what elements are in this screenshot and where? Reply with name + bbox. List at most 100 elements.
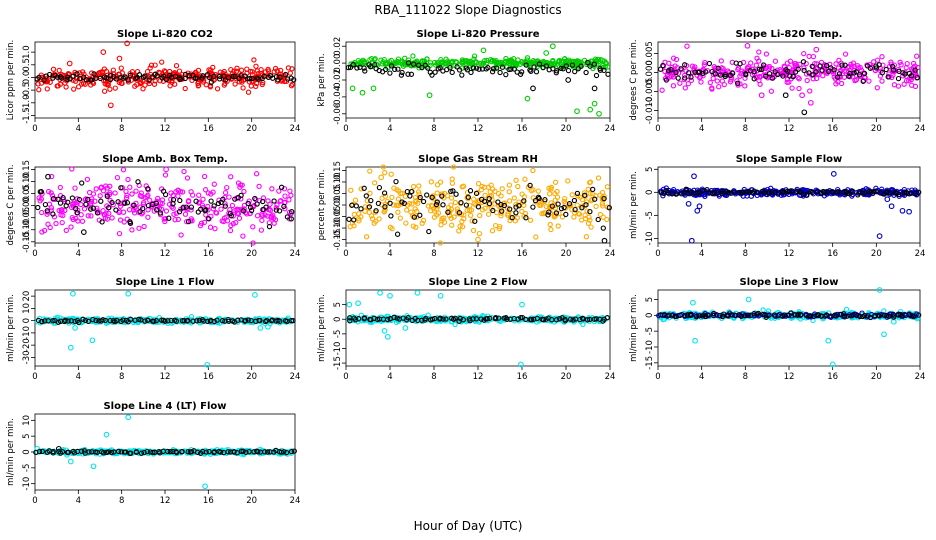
data-point	[523, 62, 529, 68]
data-point	[751, 68, 757, 75]
data-point	[769, 75, 776, 81]
series-1	[36, 166, 294, 246]
panel-8-title: Slope Line 2 Flow	[429, 277, 528, 288]
data-point	[405, 71, 411, 77]
x-tick-label: 12	[160, 124, 171, 134]
data-point	[405, 60, 412, 66]
data-point	[238, 448, 244, 454]
data-point	[257, 317, 263, 324]
y-tick-label: 0.15	[22, 160, 32, 179]
data-point	[487, 189, 493, 195]
data-point	[65, 318, 71, 324]
data-point	[843, 306, 850, 313]
data-point	[181, 168, 187, 175]
outlier-point	[378, 174, 385, 181]
series-1	[34, 290, 295, 368]
data-point	[839, 62, 845, 68]
data-point	[146, 80, 153, 87]
data-point	[290, 317, 296, 324]
data-point	[63, 227, 69, 234]
data-point	[176, 209, 183, 215]
data-point	[409, 188, 415, 195]
data-point	[842, 62, 848, 68]
data-point	[801, 50, 807, 57]
data-point	[362, 208, 368, 214]
data-point	[41, 77, 47, 83]
data-point	[162, 191, 169, 198]
data-point	[416, 65, 422, 71]
data-point	[849, 64, 855, 70]
data-point	[93, 186, 99, 192]
data-point	[593, 203, 599, 210]
data-point	[559, 214, 566, 220]
data-point	[88, 206, 94, 212]
data-point	[468, 69, 474, 76]
data-point	[289, 81, 296, 88]
data-point	[739, 68, 745, 74]
y-tick-label: 20	[22, 291, 32, 302]
data-point	[906, 78, 912, 84]
data-point	[150, 449, 156, 456]
data-point	[593, 316, 599, 322]
data-point	[555, 201, 561, 207]
data-point	[545, 212, 551, 218]
data-point	[264, 449, 271, 455]
data-point	[185, 218, 192, 225]
outlier-point	[437, 292, 444, 299]
data-point	[763, 51, 770, 57]
data-point	[753, 62, 759, 68]
data-point	[673, 56, 680, 63]
data-point	[516, 203, 522, 209]
data-point	[443, 316, 449, 322]
data-point	[757, 81, 763, 87]
data-point	[393, 202, 400, 208]
panel-7-y-label: ml/min per min.	[6, 294, 16, 362]
y-tick-label: 0.10	[333, 173, 343, 192]
data-point	[190, 72, 196, 78]
data-point	[185, 449, 191, 455]
data-point	[786, 79, 792, 85]
data-point	[471, 53, 478, 59]
data-point	[417, 212, 423, 218]
data-point	[387, 70, 393, 76]
data-point	[558, 65, 564, 72]
data-point	[789, 85, 795, 91]
data-point	[527, 182, 533, 189]
data-point	[566, 58, 572, 65]
y-tick-label: -5	[645, 211, 655, 219]
data-point	[449, 69, 455, 76]
data-point	[195, 209, 201, 215]
data-point	[208, 317, 214, 324]
data-point	[575, 210, 582, 217]
data-point	[355, 316, 362, 322]
data-point	[56, 67, 62, 74]
data-point	[723, 189, 729, 195]
x-tick-label: 12	[784, 124, 795, 134]
data-point	[571, 214, 577, 220]
data-point	[540, 317, 547, 323]
data-point	[696, 313, 702, 319]
data-point	[395, 56, 402, 62]
data-point	[350, 62, 356, 68]
data-point	[253, 63, 259, 69]
data-point	[563, 211, 569, 218]
data-point	[472, 59, 478, 65]
data-point	[109, 199, 115, 206]
data-point	[166, 73, 172, 79]
x-tick-label: 16	[517, 372, 528, 382]
data-point	[604, 314, 610, 321]
data-point	[291, 77, 297, 83]
panel-10-y-label: ml/min per min.	[6, 418, 16, 486]
y-tick-label: -0.5	[22, 82, 32, 99]
y-tick-label: -0.05	[333, 206, 343, 228]
data-point	[122, 200, 128, 206]
data-point	[70, 216, 76, 223]
data-point	[717, 72, 724, 78]
panel-8-y-label: ml/min per min.	[317, 294, 327, 362]
data-point	[716, 84, 722, 90]
data-point	[795, 74, 801, 81]
data-point	[102, 81, 108, 87]
data-point	[45, 188, 52, 195]
data-point	[903, 78, 910, 84]
